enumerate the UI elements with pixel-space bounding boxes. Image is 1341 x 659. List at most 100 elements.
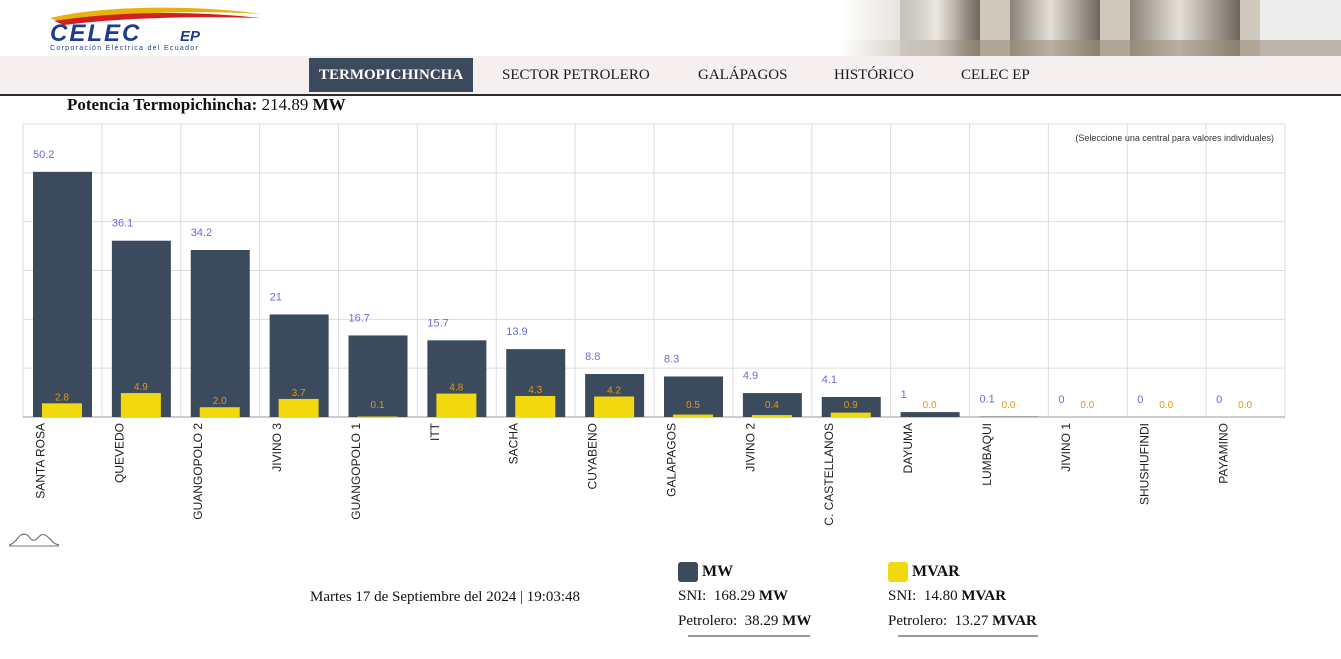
legend-mvar-petrolero: Petrolero: 13.27 MVAR (888, 613, 1037, 630)
bar-mvar[interactable] (673, 414, 713, 417)
legend-mvar-pet-value: 13.27 (954, 613, 989, 629)
data-label-mw: 8.3 (664, 353, 679, 365)
tick-label-x: DAYUMA (901, 423, 915, 473)
celec-logo[interactable]: CELEC EP Corporación Eléctrica del Ecuad… (40, 4, 270, 52)
nav-galapagos[interactable]: GALÁPAGOS (698, 67, 788, 83)
data-label-mvar: 0.9 (844, 400, 858, 411)
tick-label-x: CUYABENO (586, 423, 600, 489)
legend-mvar-title: MVAR (912, 563, 960, 580)
data-label-mvar: 2.8 (55, 392, 69, 403)
bar-mvar[interactable] (751, 415, 792, 417)
bar-mw[interactable] (111, 240, 171, 417)
legend-mw-pet-unit: MW (782, 613, 812, 629)
header: CELEC EP Corporación Eléctrica del Ecuad… (0, 0, 1341, 56)
bar-mw[interactable] (900, 412, 960, 417)
data-label-mw: 34.2 (191, 227, 212, 239)
data-label-mvar: 0.0 (1002, 400, 1016, 411)
bar-mvar[interactable] (199, 407, 240, 417)
tick-label-x: SACHA (507, 423, 521, 464)
tick-label-x: GUANGOPOLO 2 (191, 423, 205, 520)
tick-label-x: GUANGOPOLO 1 (349, 423, 363, 520)
header-photo (840, 0, 1341, 56)
bar-mvar[interactable] (278, 398, 319, 417)
data-label-mw: 0 (1058, 394, 1064, 406)
tick-label-x: GALAPAGOS (664, 423, 678, 497)
datetime: Martes 17 de Septiembre del 2024 | 19:03… (310, 589, 581, 605)
data-label-mw: 36.1 (112, 218, 133, 230)
data-label-mw: 21 (270, 291, 282, 303)
data-label-mvar: 0.4 (765, 400, 779, 411)
bar-mw[interactable] (742, 393, 802, 417)
tick-label-x: JIVINO 3 (270, 423, 284, 472)
tick-label-x: QUEVEDO (112, 423, 126, 483)
data-label-mw: 0.1 (980, 394, 995, 406)
legend-mw-pet-value: 38.29 (744, 613, 779, 629)
nav-celec-ep[interactable]: CELEC EP (961, 67, 1030, 83)
tick-label-x: PAYAMINO (1217, 423, 1231, 484)
tick-label-x: SANTA ROSA (33, 423, 47, 499)
legend-mvar-swatch (888, 562, 908, 582)
bar-mw[interactable] (821, 396, 881, 417)
legend-mw-sni-unit: MW (758, 588, 789, 604)
chart-mode-icon[interactable] (8, 530, 60, 548)
tick-label-x: JIVINO 2 (743, 423, 757, 472)
data-label-mvar: 0.0 (923, 400, 937, 411)
data-label-mvar: 3.7 (292, 388, 306, 399)
power-unit: MW (312, 95, 346, 114)
svg-text:CELEC: CELEC (50, 20, 141, 47)
data-label-mvar: 0.0 (1159, 400, 1173, 411)
power-label: Potencia Termopichincha: (67, 95, 258, 114)
nav-sector-petrolero[interactable]: SECTOR PETROLERO (502, 67, 650, 83)
data-label-mw: 0 (1137, 394, 1143, 406)
svg-text:EP: EP (180, 28, 201, 45)
chart-annotation: (Seleccione una central para valores ind… (1075, 133, 1274, 143)
bar-mw[interactable] (664, 376, 723, 417)
legend-mvar-sni-value: 14.80 (923, 588, 958, 604)
bar-mvar[interactable] (594, 396, 635, 417)
legend-mw-sni-label: SNI: (678, 588, 707, 604)
nav-historico[interactable]: HISTÓRICO (834, 67, 915, 83)
tick-label-x: JIVINO 1 (1059, 423, 1073, 472)
bar-mvar[interactable] (120, 393, 161, 417)
data-label-mvar: 4.8 (449, 383, 463, 394)
legend-mvar-sni-label: SNI: (888, 588, 917, 604)
data-label-mw: 8.8 (585, 351, 600, 363)
bar-mvar[interactable] (42, 403, 82, 417)
power-value: 214.89 (261, 95, 309, 114)
data-label-mw: 50.2 (33, 149, 54, 161)
data-label-mw: 13.9 (506, 326, 527, 338)
data-label-mw: 15.7 (427, 317, 448, 329)
bar-mvar[interactable] (515, 396, 556, 417)
data-label-mvar: 0.0 (1238, 400, 1252, 411)
data-label-mvar: 0.5 (686, 400, 700, 411)
tick-label-x: LUMBAQUI (980, 423, 994, 486)
legend-mw-sni: SNI: 168.29 MW (678, 588, 788, 605)
legend-mvar-underline (898, 635, 1038, 637)
bar-mw[interactable] (190, 249, 250, 417)
bar-mvar[interactable] (830, 412, 871, 417)
data-label-mw: 4.1 (822, 374, 837, 386)
power-total: Potencia Termopichincha: 214.89 MW (67, 95, 346, 115)
data-label-mw: 1 (901, 389, 907, 401)
tick-label-x: SHUSHUFINDI (1138, 423, 1152, 505)
legend-mvar-pet-label: Petrolero: (888, 613, 948, 629)
legend-mw-underline (688, 635, 810, 637)
tick-label-x: ITT (428, 422, 442, 441)
legend-mw-swatch (678, 562, 698, 582)
data-label-mvar: 2.0 (213, 396, 227, 407)
nav-termopichincha[interactable]: TERMOPICHINCHA (309, 58, 474, 92)
svg-text:Corporación Eléctrica del Ecua: Corporación Eléctrica del Ecuador (50, 45, 199, 52)
data-label-mvar: 0.0 (1080, 400, 1094, 411)
data-label-mvar: 4.3 (528, 385, 542, 396)
legend-mw-title: MW (702, 563, 734, 580)
tick-label-x: C. CASTELLANOS (822, 423, 836, 526)
data-label-mvar: 4.2 (607, 385, 621, 396)
legend-mvar-sni-unit: MVAR (961, 588, 1007, 604)
bar-mw[interactable] (33, 171, 92, 417)
bar-mvar[interactable] (436, 393, 477, 417)
legend-mw-petrolero: Petrolero: 38.29 MW (678, 613, 811, 630)
data-label-mw: 4.9 (743, 370, 758, 382)
bar-mw[interactable] (348, 335, 408, 417)
chart-canvas: (Seleccione una central para valores ind… (22, 123, 1286, 526)
main-nav: TERMOPICHINCHA SECTOR PETROLERO GALÁPAGO… (0, 56, 1341, 96)
